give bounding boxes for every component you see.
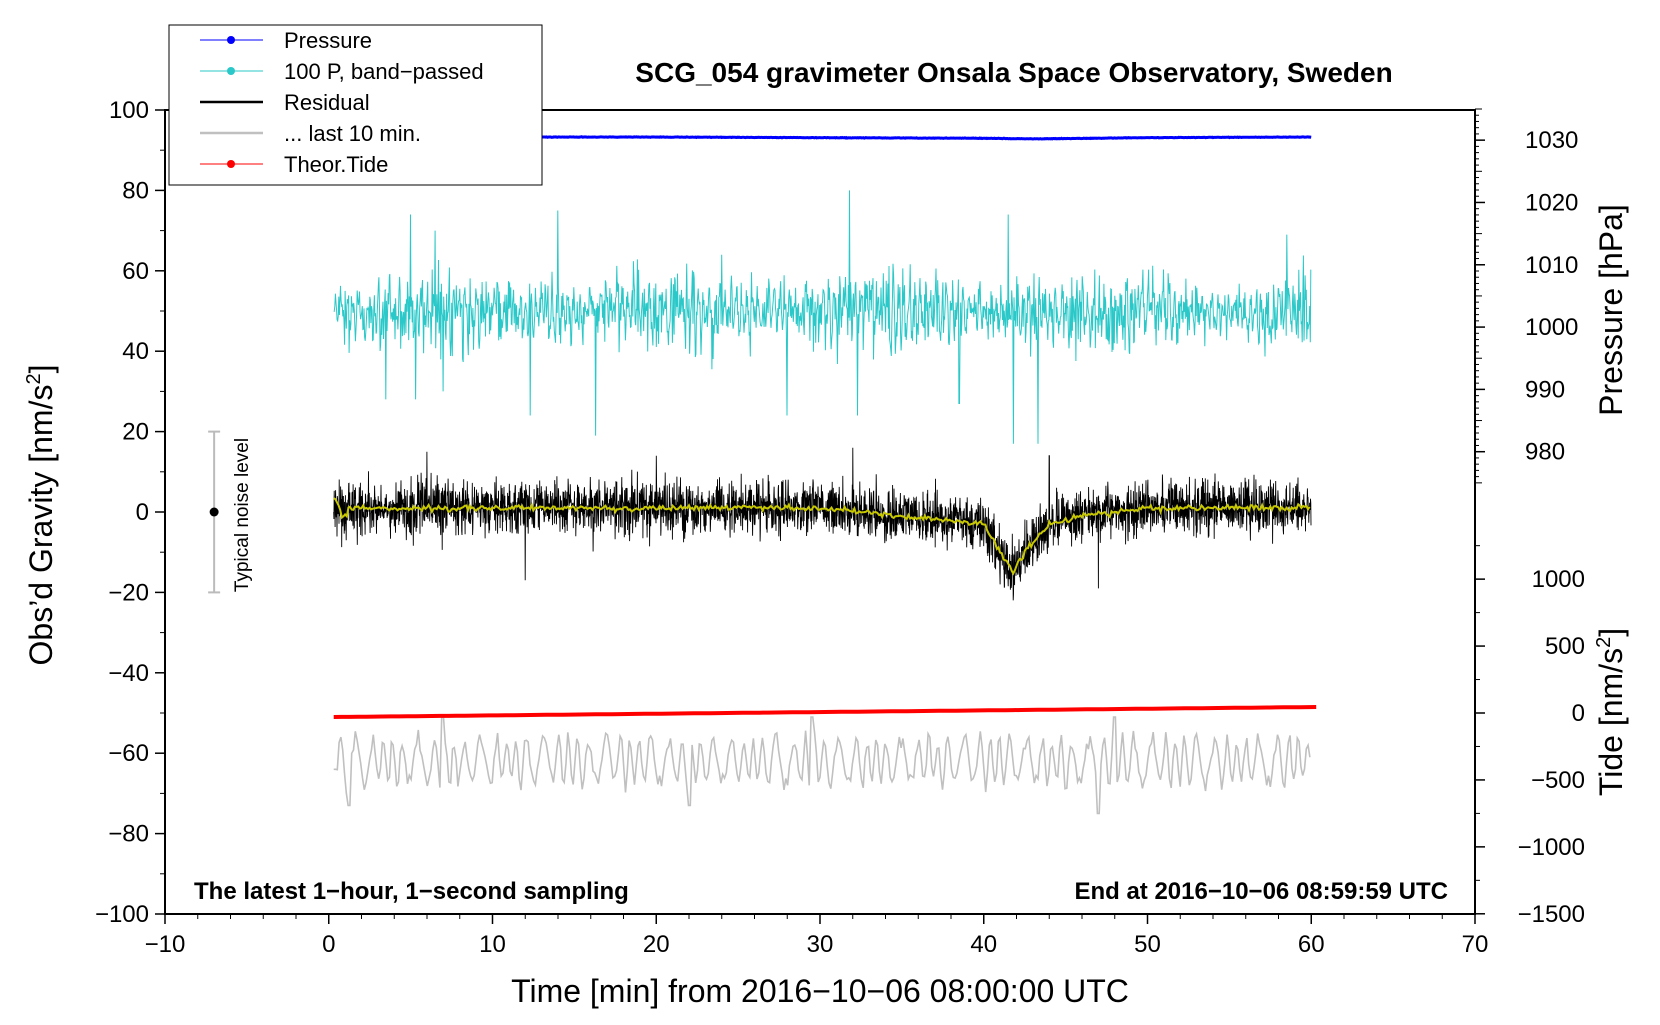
pressure-tick-label: 1030 (1525, 127, 1578, 154)
y-axis-left-label-text: Obs’d Gravity [nm/s (23, 385, 59, 666)
legend-swatch-marker (227, 67, 235, 75)
legend-entry-label: ... last 10 min. (284, 121, 421, 146)
tide-tick-label: −1500 (1518, 901, 1585, 928)
series-line-last-10-min (333, 716, 1311, 815)
pressure-tick-label: 1020 (1525, 189, 1578, 216)
series-line-residual (333, 447, 1312, 601)
noise-level-label: Typical noise level (232, 438, 253, 592)
x-tick-label: 40 (970, 931, 997, 958)
x-tick-label: 60 (1298, 931, 1325, 958)
y-axis-tide: −1500 −1000 −500 0 500 1000 (1475, 545, 1585, 928)
plot-series (328, 135, 1317, 815)
noise-bar-center-dot (209, 507, 219, 517)
y-tick-label: −40 (108, 660, 149, 687)
y-tick-label: 40 (122, 338, 149, 365)
y-axis-left: −100 −80 −60 −40 −20 0 20 40 60 80 100 (95, 97, 165, 928)
legend-box (168, 24, 543, 186)
tide-tick-label: 500 (1545, 633, 1585, 660)
sampling-note: The latest 1−hour, 1−second sampling (194, 878, 629, 905)
legend-swatch-marker (227, 36, 235, 44)
y-axis-left-label-close: ] (23, 365, 59, 374)
tide-tick-label: 0 (1572, 700, 1585, 727)
y-tick-label: −60 (108, 740, 149, 767)
pressure-tick-label: 990 (1525, 376, 1565, 403)
tide-tick-label: −500 (1531, 767, 1585, 794)
legend: Pressure 100 P, band−passed Residual ... la… (168, 24, 543, 186)
legend-entry-label: Theor.Tide (284, 152, 388, 177)
y-tick-label: 60 (122, 258, 149, 285)
series-line-pressure-band-passed (333, 190, 1312, 444)
x-tick-label: 30 (807, 931, 834, 958)
end-time-note: End at 2016−10−06 08:59:59 UTC (1074, 878, 1448, 905)
pressure-tick-label: 980 (1525, 439, 1565, 466)
y-axis-pressure: 980 990 1000 1010 1020 1030 (1475, 108, 1578, 484)
y-axis-tide-label-sup: 2 (1593, 637, 1615, 648)
y-tick-label: 20 (122, 419, 149, 446)
x-tick-label: 70 (1462, 931, 1489, 958)
series-line-running-mean (333, 497, 1311, 576)
y-axis-tide-label-text: Tide [nm/s (1593, 648, 1629, 796)
noise-level-indicator (208, 430, 221, 594)
x-tick-label: 10 (479, 931, 506, 958)
legend-items: Pressure 100 P, band−passed Residual ... la… (200, 28, 484, 177)
y-axis-left-label-sup: 2 (23, 373, 45, 384)
legend-swatch-marker (227, 160, 235, 168)
pressure-tick-label: 1010 (1525, 252, 1578, 279)
y-axis-tide-label: Tide [nm/s2] (1593, 628, 1629, 796)
legend-entry-label: Pressure (284, 28, 372, 53)
x-axis-label: Time [min] from 2016−10−06 08:00:00 UTC (511, 973, 1129, 1009)
x-tick-label: 0 (322, 931, 335, 958)
y-tick-label: 100 (109, 97, 149, 124)
y-axis-left-label: Obs’d Gravity [nm/s2] (23, 365, 59, 666)
y-axis-tide-label-close: ] (1593, 628, 1629, 637)
x-axis: −10 0 10 20 30 40 50 60 70 (145, 914, 1489, 958)
y-axis-pressure-label: Pressure [hPa] (1593, 204, 1629, 416)
tide-tick-label: 1000 (1532, 566, 1585, 593)
y-tick-label: −20 (108, 579, 149, 606)
series-line-theoretical-tide (333, 705, 1317, 719)
tide-tick-label: −1000 (1518, 834, 1585, 861)
x-tick-label: −10 (145, 931, 186, 958)
y-tick-label: 80 (122, 177, 149, 204)
y-tick-label: 0 (136, 499, 149, 526)
chart-title: SCG_054 gravimeter Onsala Space Observat… (635, 57, 1392, 88)
legend-entry-label: 100 P, band−passed (284, 59, 484, 84)
legend-entry-label: Residual (284, 90, 370, 115)
y-tick-label: −100 (95, 901, 149, 928)
x-tick-label: 20 (643, 931, 670, 958)
x-tick-label: 50 (1134, 931, 1161, 958)
pressure-tick-label: 1000 (1525, 314, 1578, 341)
y-tick-label: −80 (108, 821, 149, 848)
